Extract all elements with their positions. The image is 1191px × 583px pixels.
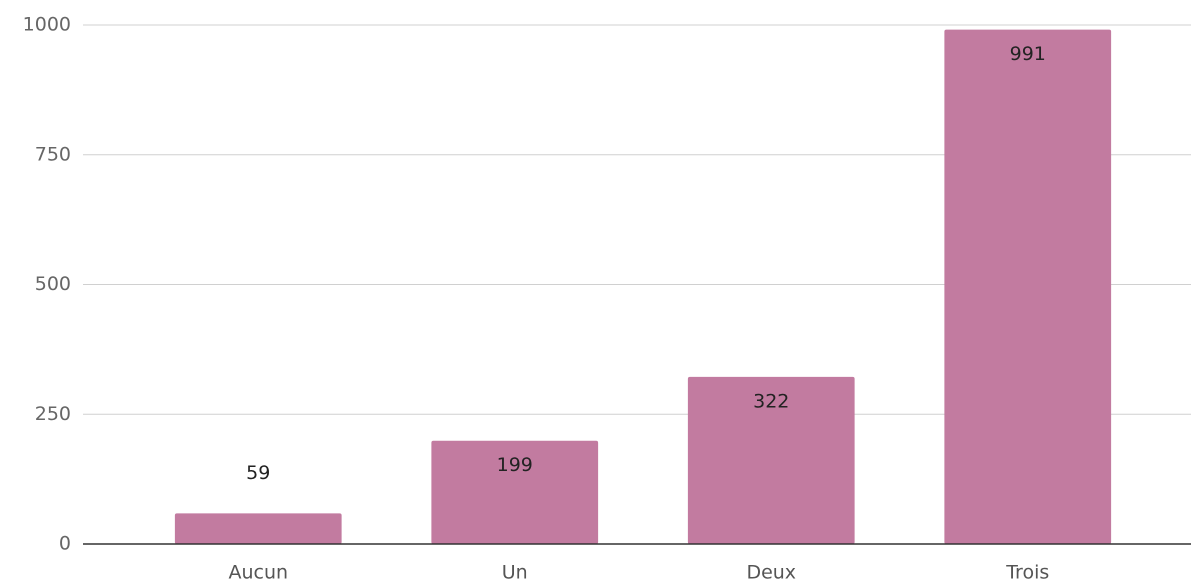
x-tick-label: Deux: [746, 562, 796, 583]
x-tick-label: Aucun: [228, 562, 288, 583]
bar: [174, 513, 342, 544]
bar: [431, 440, 599, 544]
data-label: 322: [753, 390, 789, 412]
y-tick-label: 500: [35, 273, 71, 295]
data-label: 199: [497, 454, 533, 476]
bar: [944, 29, 1112, 544]
y-tick-label: 1000: [23, 14, 71, 36]
data-label: 59: [246, 462, 270, 484]
bar: [687, 376, 855, 544]
y-tick-label: 250: [35, 403, 71, 425]
y-tick-label: 0: [59, 533, 71, 555]
x-tick-label: Trois: [1005, 562, 1049, 583]
y-tick-label: 750: [35, 143, 71, 165]
data-label: 991: [1010, 43, 1046, 65]
x-tick-label: Un: [502, 562, 528, 583]
